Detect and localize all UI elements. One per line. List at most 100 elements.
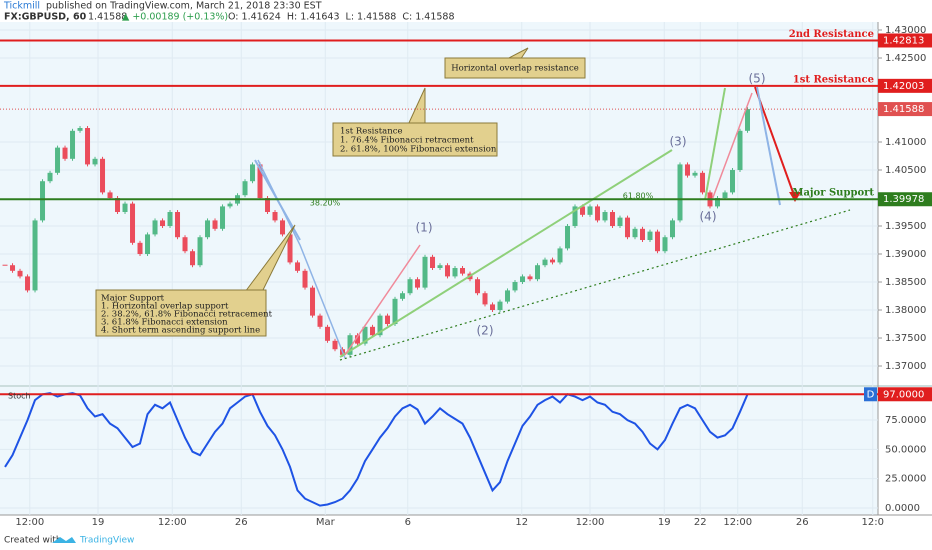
candle [625, 217, 631, 238]
candle [572, 206, 578, 227]
x-tick-label: 26 [796, 517, 809, 528]
level-badge [878, 78, 932, 93]
candle [700, 172, 706, 193]
candle [505, 290, 511, 302]
wave-label: (2) [477, 324, 494, 338]
candle [520, 276, 526, 283]
candle [92, 158, 98, 165]
candle [317, 315, 323, 327]
candle [160, 220, 166, 227]
candle [482, 293, 488, 305]
x-tick-label: 12:00 [723, 517, 752, 528]
wave-arrow [704, 87, 726, 201]
candle [332, 340, 338, 350]
candle [745, 109, 751, 131]
candle [692, 172, 698, 176]
wave-arrow [344, 244, 421, 356]
candle [2, 264, 8, 266]
y-tick-label: 1.38500 [885, 277, 926, 288]
candle [325, 326, 331, 341]
level-value: 1.42003 [883, 81, 924, 92]
x-tick-label: 12 [515, 517, 528, 528]
wave-label: (1) [416, 221, 433, 235]
x-tick-label: 19 [92, 517, 105, 528]
candle [70, 130, 76, 159]
candle [617, 217, 623, 227]
d-badge [864, 387, 877, 402]
candle [175, 212, 181, 238]
candle [662, 237, 668, 252]
candle [730, 170, 736, 193]
candle [512, 282, 518, 291]
callout-text: Major Support [101, 294, 165, 304]
candle [542, 259, 548, 266]
callout-box [332, 122, 498, 157]
candle [362, 326, 368, 344]
candle [137, 242, 143, 255]
candle [272, 212, 278, 221]
stoch-pane [0, 387, 878, 515]
callout-text: 1st Resistance [340, 127, 403, 137]
candle [437, 265, 443, 269]
y-tick-label: 25.0000 [885, 474, 926, 485]
callout-text: 2. 61.8%, 100% Fibonacci extension [340, 145, 497, 155]
candle [220, 206, 226, 229]
candle [452, 268, 458, 277]
candle [310, 287, 316, 316]
candle [227, 203, 233, 207]
candle [422, 256, 428, 288]
x-tick-label: 6 [405, 517, 411, 528]
candle [17, 270, 23, 277]
level-value: 1.42813 [883, 35, 924, 46]
candle [152, 220, 158, 235]
candle [557, 248, 563, 263]
candle [85, 128, 91, 165]
candle [130, 203, 136, 243]
callout-text: 4. Short term ascending support line [101, 326, 260, 336]
level-name: 1st Resistance [793, 74, 874, 85]
candle [595, 206, 601, 221]
x-tick-label: 12:00 [158, 517, 187, 528]
candle [647, 231, 653, 241]
callout-text: 3. 61.8% Fibonacci extension [101, 318, 228, 328]
candle [587, 206, 593, 215]
candle [392, 298, 398, 325]
candle [632, 228, 638, 238]
candle [257, 164, 263, 199]
forecast-arrow [756, 86, 781, 206]
stoch-line [4, 392, 749, 507]
y-tick-label: 1.39000 [885, 249, 926, 260]
candle [107, 192, 113, 199]
candle [415, 279, 421, 288]
x-tick-label: 22 [694, 517, 707, 528]
last: 1.41588 [88, 12, 127, 23]
candle [677, 164, 683, 221]
stoch-level-label: 97.0000 [883, 389, 924, 400]
candle [377, 315, 383, 336]
y-tick-label: 1.41000 [885, 137, 926, 148]
candle [145, 234, 151, 255]
y-tick-label: 1.40500 [885, 165, 926, 176]
stoch-badge [878, 387, 932, 402]
wave-arrow [339, 149, 673, 358]
candle [62, 147, 68, 159]
candle [40, 181, 46, 221]
candle [115, 198, 121, 213]
published: published on TradingView.com, March 21, … [46, 1, 322, 12]
candle [122, 203, 128, 213]
y-tick-label: 75.0000 [885, 415, 926, 426]
candle [347, 335, 353, 355]
candle [77, 128, 83, 131]
candle [265, 198, 271, 213]
author: Tickmill [3, 1, 40, 12]
y-tick-label: 1.42500 [885, 53, 926, 64]
change: ▲ +0.00189 (+0.13%) [122, 12, 228, 23]
drawings: (1) (2) (3) (4) (5) 38.20% 61.80% Horizo… [95, 47, 851, 361]
candle [722, 192, 728, 199]
candle [550, 259, 556, 263]
candle [445, 265, 451, 277]
candle [535, 265, 541, 280]
x-tick-label: Mar [316, 517, 336, 528]
callout-text: 2. 38.2%, 61.8% Fibonacci retracement [101, 310, 273, 320]
